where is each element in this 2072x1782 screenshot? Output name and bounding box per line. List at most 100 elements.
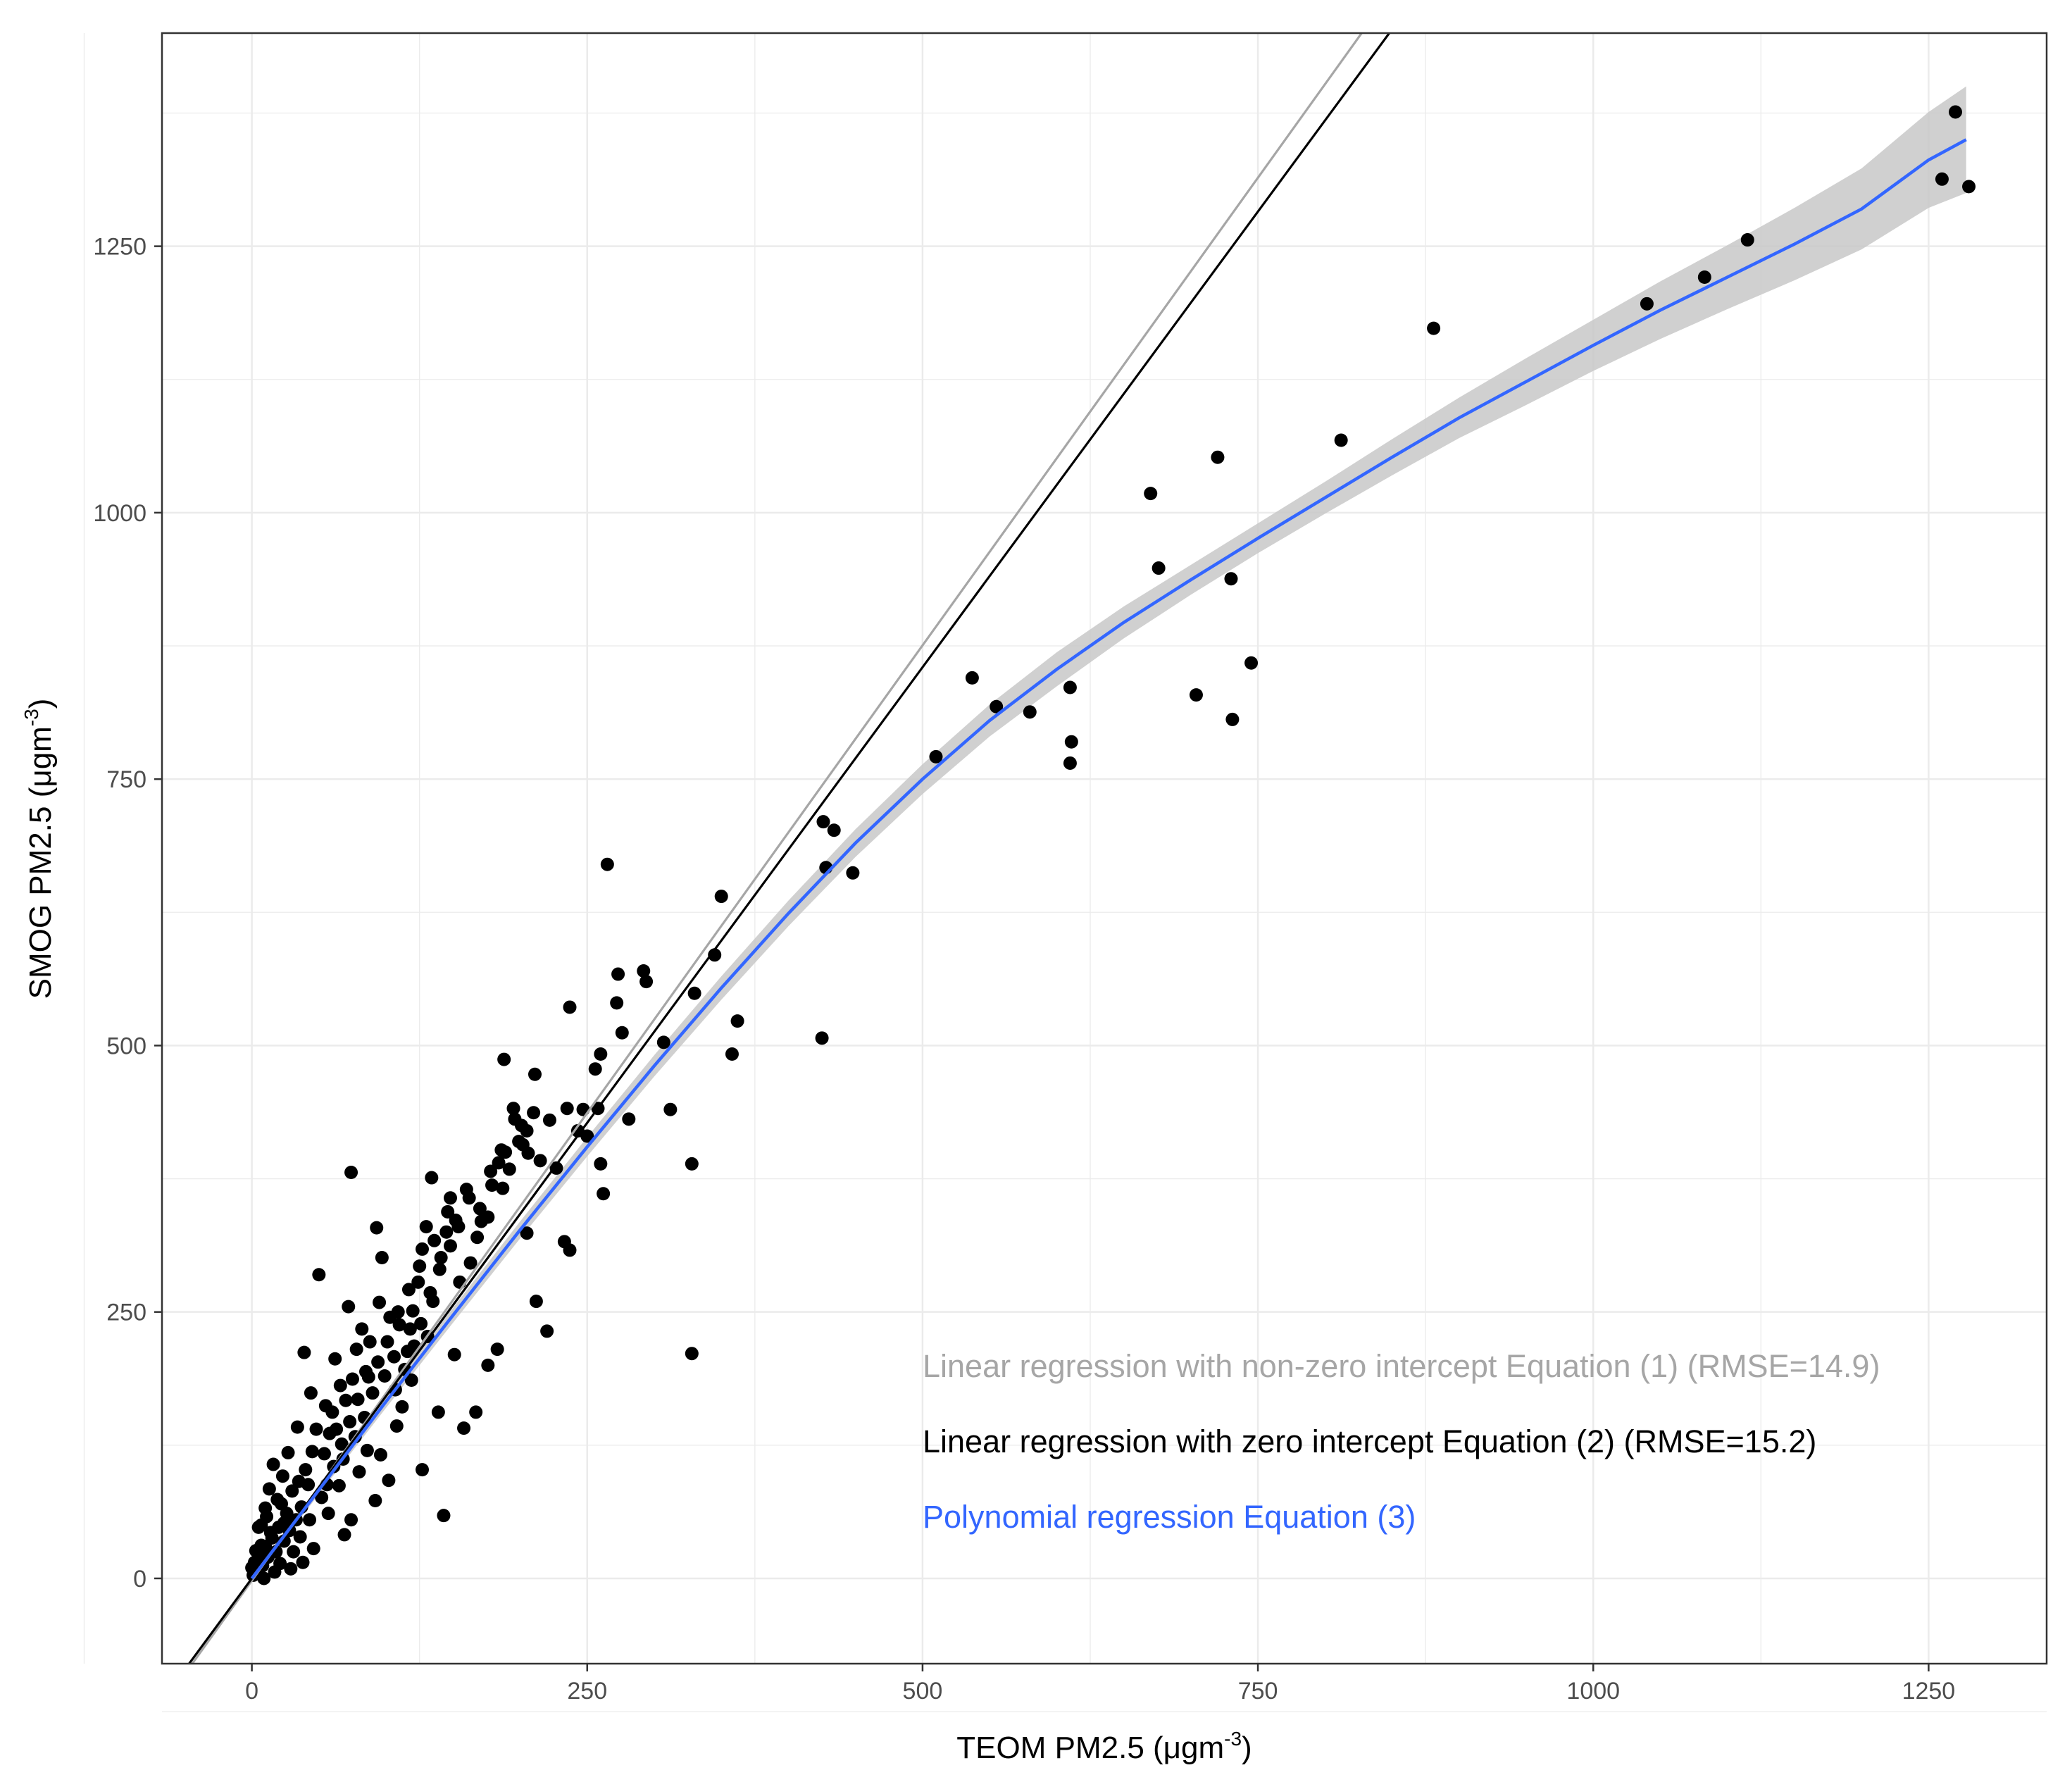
data-point [285,1484,299,1498]
data-point [451,1220,466,1234]
y-tick-label: 750 [106,766,146,793]
x-tick-label: 1250 [1902,1678,1956,1705]
data-point [330,1422,344,1436]
data-point [366,1386,380,1400]
data-point [371,1355,385,1369]
data-point [560,1102,574,1116]
data-point [306,1542,320,1556]
data-point [490,1342,504,1357]
data-point [318,1399,332,1413]
data-point [431,1405,445,1419]
data-point [342,1300,356,1314]
data-point [292,1474,306,1488]
data-point [663,1102,678,1116]
data-point [395,1400,409,1414]
x-tick-label: 750 [1238,1678,1278,1705]
data-point [361,1370,375,1384]
data-point [344,1165,358,1179]
data-point [685,1157,699,1171]
x-tick-label: 0 [245,1678,258,1705]
data-point [528,1067,542,1081]
data-point [1427,321,1441,335]
data-point [427,1233,442,1247]
y-tick-label: 500 [106,1033,146,1059]
data-point [496,1181,510,1195]
data-point [287,1545,301,1559]
fit-line-linear-nonzero [190,33,1363,1664]
x-tick-label: 500 [903,1678,943,1705]
data-point [1225,712,1240,726]
data-point [275,1469,289,1483]
data-point [349,1342,363,1357]
data-point [929,749,943,764]
data-point [332,1478,346,1493]
data-point [447,1347,461,1362]
data-point [1023,705,1037,719]
data-point [360,1443,374,1457]
data-point [615,1026,629,1040]
fit-line-polynomial [250,138,1967,1580]
data-point [816,815,830,829]
data-point [441,1204,455,1219]
data-point [1740,233,1754,247]
legend-entry-polynomial: Polynomial regression Equation (3) [923,1499,1416,1535]
confidence-band [251,86,1966,1582]
data-point [373,1447,387,1462]
data-point [563,1000,577,1014]
data-point [373,1295,387,1309]
data-point [392,1318,406,1332]
data-point [542,1113,556,1127]
data-point [425,1171,439,1185]
data-point [687,986,701,1000]
data-point [514,1119,528,1133]
data-point [303,1513,317,1527]
data-point [484,1164,498,1178]
data-point [474,1214,488,1228]
data-point [1064,735,1078,749]
data-point [1948,105,1962,119]
data-point [413,1259,427,1273]
data-point [656,1035,670,1049]
y-axis-title: SMOG PM2.5 (μgm-3) [20,699,58,999]
gridlines [83,33,2047,1712]
y-tick-label: 1250 [93,234,146,261]
data-point [600,857,614,871]
data-point [502,1162,516,1176]
data-point [337,1528,351,1542]
data-point [382,1473,396,1488]
data-point [1063,756,1077,770]
data-point [249,1544,263,1558]
data-point [297,1345,311,1359]
data-point [317,1447,331,1461]
data-point [540,1324,554,1338]
data-point [594,1157,608,1171]
data-point [305,1445,319,1459]
data-point [335,1437,349,1451]
data-point [263,1526,277,1540]
data-point [580,1129,594,1143]
data-point [1211,450,1225,464]
data-point [1224,572,1238,586]
data-point [637,964,651,978]
data-point [576,1102,590,1116]
data-point [443,1239,457,1253]
y-tick-label: 0 [133,1566,146,1593]
y-axis-ticks: 0 250 500 750 1000 1250 [93,234,162,1593]
fit-lines [187,33,1967,1664]
data-point [610,996,624,1010]
data-point [411,1275,425,1289]
data-point [245,1561,259,1575]
data-point [1697,270,1711,284]
data-point [293,1530,307,1544]
data-point [328,1352,342,1366]
x-axis-title: TEOM PM2.5 (μgm-3) [956,1728,1252,1765]
data-point [520,1226,534,1240]
data-point [352,1465,366,1479]
y-tick-label: 1000 [93,500,146,527]
data-point [506,1102,520,1116]
y-tick-label: 250 [106,1300,146,1326]
data-point [363,1335,377,1349]
x-axis-ticks: 0 250 500 750 1000 1250 [245,1664,1955,1705]
data-point [404,1373,418,1388]
